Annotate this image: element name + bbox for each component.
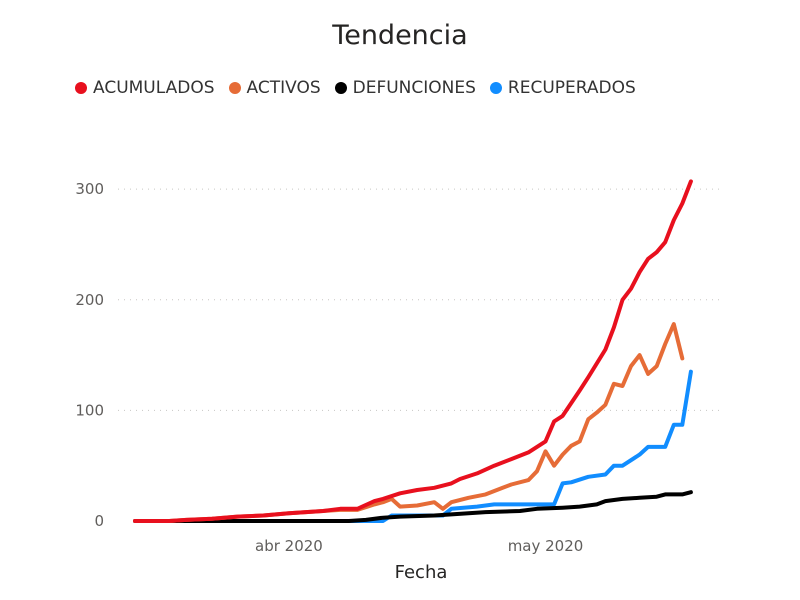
- legend-dot-recuperados: [489, 82, 502, 94]
- series-line-recuperados[interactable]: [133, 369, 693, 523]
- legend-label-acumulados: ACUMULADOS: [93, 78, 215, 98]
- legend-item-acumulados[interactable]: ACUMULADOS: [75, 78, 215, 98]
- y-axis: 0 100 200 300: [75, 180, 104, 530]
- y-tick-label: 0: [94, 512, 104, 530]
- legend-item-defunciones[interactable]: DEFUNCIONES: [334, 78, 476, 98]
- y-tick-label: 100: [75, 401, 104, 419]
- x-tick-label: may 2020: [508, 537, 584, 555]
- series-line-acumulados[interactable]: [133, 179, 693, 523]
- y-tick-label: 300: [75, 180, 104, 198]
- y-tick-label: 200: [75, 291, 104, 309]
- legend: ACUMULADOS ACTIVOS DEFUNCIONES RECUPERAD…: [75, 76, 650, 100]
- series-lines: [133, 179, 693, 523]
- legend-item-activos[interactable]: ACTIVOS: [228, 78, 321, 98]
- x-axis: abr 2020 may 2020: [255, 537, 583, 555]
- legend-label-activos: ACTIVOS: [246, 78, 321, 98]
- x-axis-label: Fecha: [395, 562, 448, 583]
- legend-item-recuperados[interactable]: RECUPERADOS: [489, 78, 636, 98]
- legend-label-defunciones: DEFUNCIONES: [352, 78, 476, 98]
- legend-label-recuperados: RECUPERADOS: [507, 78, 636, 98]
- legend-dot-activos: [228, 82, 241, 94]
- gridlines: [118, 188, 720, 411]
- series-line-defunciones[interactable]: [133, 490, 693, 523]
- chart-title: Tendencia: [332, 20, 468, 51]
- legend-dot-defunciones: [334, 82, 347, 94]
- x-tick-label: abr 2020: [255, 537, 323, 555]
- legend-dot-acumulados: [75, 82, 87, 94]
